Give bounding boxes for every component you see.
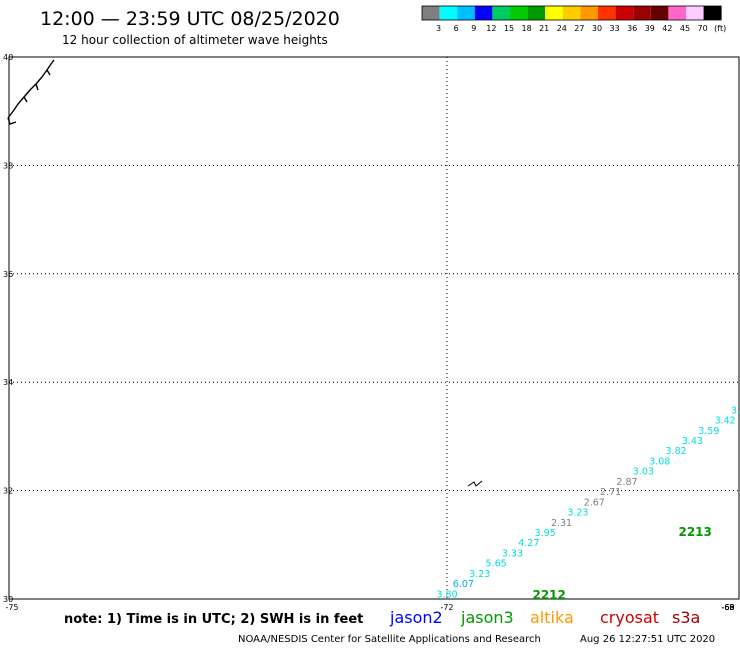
color-legend: 3 6 9 12 15 18 21 24 27 30 33 36 39 42 45 70 (ft) — [421, 5, 726, 33]
legend-swatch — [545, 6, 563, 20]
swh-point: 2.87 — [616, 477, 637, 488]
lat-tick-label: 32 — [3, 487, 13, 496]
legend-swatch — [492, 6, 510, 20]
legend-swatch — [580, 6, 598, 20]
map-title: 12:00 — 23:59 UTC 08/25/2020 — [40, 8, 340, 30]
legend-tick-label: 45 — [680, 24, 690, 33]
swh-point: 3.23 — [567, 508, 588, 519]
swh-point: 3.42 — [715, 416, 736, 427]
legend-swatch — [615, 6, 634, 20]
swh-point: 3.43 — [682, 436, 703, 447]
legend-swatch — [598, 6, 616, 20]
lat-lon-grid — [9, 57, 739, 599]
pass-time-label: 2213 — [678, 525, 711, 539]
legend-tick-label: 3 — [436, 24, 441, 33]
lon-tick-label: -63 — [721, 603, 734, 612]
legend-tick-label: 9 — [471, 24, 476, 33]
footer-note: note: 1) Time is in UTC; 2) SWH is in fe… — [64, 612, 364, 627]
swh-point: 4.27 — [518, 538, 539, 549]
lat-tick-label: 40 — [3, 53, 13, 62]
lon-tick-label: -72 — [440, 603, 453, 612]
swh-point: 3.03 — [633, 467, 654, 478]
lat-tick-label: 34 — [3, 378, 13, 387]
legend-tick-label: 39 — [645, 24, 655, 33]
legend-tick-label: (ft) — [714, 24, 726, 33]
swh-point: 3.95 — [535, 528, 556, 539]
legend-tick-label: 33 — [610, 24, 620, 33]
legend-swatch — [562, 6, 581, 20]
swh-point: 2.71 — [600, 487, 621, 498]
map-subtitle: 12 hour collection of altimeter wave hei… — [62, 33, 328, 47]
legend-swatch — [633, 6, 651, 20]
lat-tick-label: 36 — [3, 270, 13, 279]
mission-jason3: jason3 — [461, 608, 514, 627]
lon-tick-label: -69 — [721, 603, 734, 612]
legend-swatch — [650, 6, 669, 20]
legend-swatch — [439, 6, 458, 20]
mission-jason2: jason2 — [390, 608, 443, 627]
legend-swatch — [668, 6, 686, 20]
legend-swatch — [422, 6, 440, 20]
legend-swatch — [474, 6, 493, 20]
swh-point: 3.82 — [666, 446, 687, 457]
pass-time-label: 2212 — [532, 588, 565, 602]
lon-tick-label: -66 — [721, 603, 734, 612]
mission-s3a: s3a — [672, 608, 701, 627]
map-frame — [8, 56, 740, 600]
swh-points: 3.806.073.235.653.334.273.952.313.232.67… — [436, 405, 740, 600]
lat-tick-label: 30 — [3, 595, 13, 604]
legend-tick-label: 15 — [504, 24, 514, 33]
swh-point: 3.80 — [436, 589, 457, 600]
legend-swatch — [510, 6, 528, 20]
legend-tick-label: 70 — [698, 24, 708, 33]
legend-tick-label: 21 — [539, 24, 549, 33]
swh-point: 3.23 — [469, 569, 490, 580]
mission-cryosat: cryosat — [600, 608, 660, 627]
swh-point: 2.67 — [584, 497, 605, 508]
legend-tick-label: 6 — [454, 24, 459, 33]
legend-swatch — [527, 6, 546, 20]
legend-tick-label: 36 — [627, 24, 637, 33]
generation-timestamp: Aug 26 12:27:51 UTC 2020 — [580, 634, 716, 645]
legend-tick-label: 12 — [486, 24, 496, 33]
legend-swatch — [703, 6, 722, 20]
swh-point: 5.65 — [486, 559, 507, 570]
legend-frame — [421, 5, 722, 21]
legend-swatch — [686, 6, 704, 20]
legend-tick-label: 24 — [557, 24, 567, 33]
credit-line: NOAA/NESDIS Center for Satellite Applica… — [238, 634, 541, 645]
swh-point: 3.33 — [502, 548, 523, 559]
coastline — [7, 59, 483, 487]
legend-tick-label: 18 — [522, 24, 532, 33]
legend-tick-label: 27 — [574, 24, 584, 33]
swh-point: 2.31 — [551, 518, 572, 529]
swh-point: 3.70 — [731, 405, 740, 416]
mission-altika: altika — [530, 608, 574, 627]
lat-tick-label: 38 — [3, 161, 13, 170]
legend-tick-label: 30 — [592, 24, 602, 33]
legend-swatch — [457, 6, 475, 20]
swh-point: 3.59 — [698, 426, 719, 437]
legend-tick-label: 42 — [662, 24, 672, 33]
axis-tick-labels: -75 -72 -69-66-63-60 30 32 34 36 38 40 — [3, 53, 735, 612]
pass-time-labels: 2212221322142215221614161417141814331432… — [532, 525, 711, 602]
swh-point: 6.07 — [453, 579, 474, 590]
lon-tick-label: -75 — [5, 603, 18, 612]
lon-tick-label: -60 — [721, 603, 734, 612]
swh-point: 3.08 — [649, 456, 670, 467]
